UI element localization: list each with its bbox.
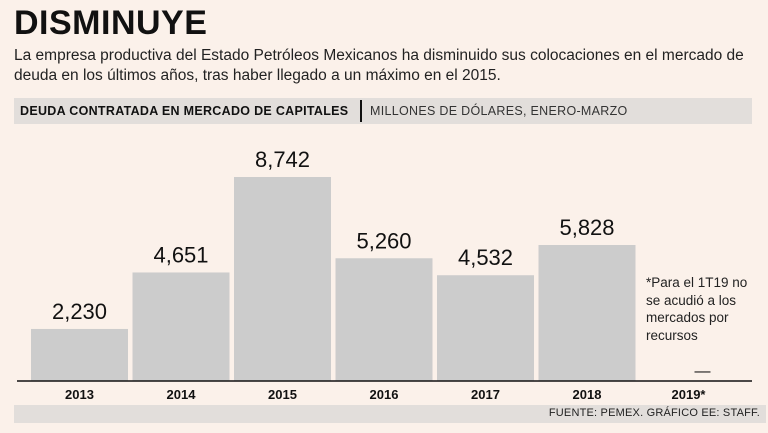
tick-label-2014: 2014 (167, 387, 197, 402)
bar-2013 (31, 328, 128, 381)
bar-2016 (335, 258, 433, 381)
data-label-2015: 8,742 (255, 147, 310, 172)
page-title: DISMINUYE (14, 4, 208, 42)
bar-2017 (437, 275, 534, 381)
tick-label-2018: 2018 (573, 387, 602, 402)
chart-units: MILLONES DE DÓLARES, ENERO-MARZO (370, 104, 628, 118)
tick-label-2015: 2015 (268, 387, 297, 402)
tick-label-2016: 2016 (370, 387, 399, 402)
band-separator (360, 100, 362, 122)
missing-marker-2019: — (695, 363, 711, 380)
bar-2018 (538, 245, 636, 381)
bar-2014 (132, 272, 230, 381)
source-credit: FUENTE: PEMEX. GRÁFICO EE: STAFF. (548, 407, 760, 419)
chart-title: DEUDA CONTRATADA EN MERCADO DE CAPITALES (20, 104, 349, 118)
tick-label-2013: 2013 (65, 387, 94, 402)
data-label-2017: 4,532 (458, 245, 513, 270)
data-label-2018: 5,828 (559, 215, 614, 240)
data-label-2013: 2,230 (52, 299, 107, 324)
bar-2015 (234, 177, 331, 381)
footnote: *Para el 1T19 no se acudió a los mercado… (646, 275, 748, 343)
tick-label-2019: 2019* (672, 387, 707, 402)
page-subtitle: La empresa productiva del Estado Petróle… (14, 47, 744, 84)
data-label-2016: 5,260 (356, 228, 411, 253)
chart-header-band: DEUDA CONTRATADA EN MERCADO DE CAPITALES… (14, 98, 752, 124)
footer-band: FUENTE: PEMEX. GRÁFICO EE: STAFF. (14, 405, 766, 423)
tick-label-2017: 2017 (471, 387, 500, 402)
data-label-2014: 4,651 (153, 242, 208, 267)
